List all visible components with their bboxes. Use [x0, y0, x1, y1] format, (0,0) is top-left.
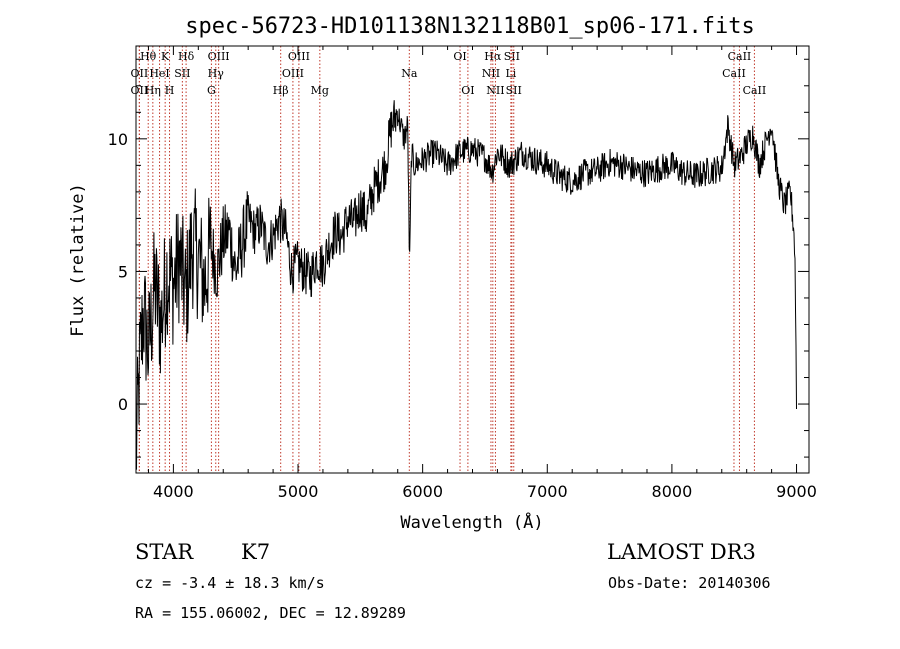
line-label-19: Hα	[484, 50, 502, 63]
redshift-cz: cz = -3.4 ± 18.3 km/s	[135, 574, 325, 592]
line-label-8: H	[165, 84, 175, 97]
y-tick-label-0: 0	[118, 395, 128, 414]
x-axis-label: Wavelength (Å)	[400, 511, 543, 533]
line-label-6: OII	[131, 84, 149, 97]
line-label-1: K	[161, 50, 170, 63]
line-label-0: Hθ	[140, 50, 157, 63]
line-label-26: CaII	[722, 67, 746, 80]
line-label-23: NII	[486, 84, 504, 97]
x-tick-label-4: 8000	[652, 482, 693, 501]
x-tick-label-2: 6000	[402, 482, 443, 501]
line-label-12: Hβ	[273, 84, 289, 97]
object-class: STAR	[135, 540, 194, 564]
observation-date: Obs-Date: 20140306	[608, 574, 771, 592]
line-label-9: OIII	[208, 50, 230, 63]
line-label-24: SII	[506, 84, 522, 97]
line-label-10: Hγ	[208, 67, 225, 80]
plot-frame	[135, 45, 810, 474]
line-label-17: OI	[453, 50, 466, 63]
flux-series	[135, 100, 797, 470]
sky-coordinates: RA = 155.06002, DEC = 12.89289	[135, 604, 406, 622]
chart-title: spec-56723-HD101138N132118B01_sp06-171.f…	[185, 14, 755, 39]
line-label-18: OI	[461, 84, 474, 97]
line-label-16: Na	[401, 67, 418, 80]
x-tick-label-1: 5000	[278, 482, 319, 501]
line-label-11: G	[207, 84, 216, 97]
line-label-13: OIII	[288, 50, 310, 63]
x-tick-label-0: 4000	[153, 482, 194, 501]
line-label-7: Hη	[145, 84, 161, 97]
line-label-2: Hδ	[178, 50, 195, 63]
object-subclass: K7	[241, 540, 271, 564]
line-label-5: SII	[174, 67, 190, 80]
axis-ticks: 4000 5000 6000 7000 8000 9000 0 5 10	[108, 46, 817, 501]
x-tick-label-5: 9000	[776, 482, 817, 501]
x-tick-label-3: 7000	[527, 482, 568, 501]
flux-line	[135, 100, 797, 470]
line-label-15: Mg	[311, 84, 329, 97]
y-axis-label: Flux (relative)	[68, 183, 88, 337]
line-label-20: SII	[504, 50, 520, 63]
line-label-25: CaII	[728, 50, 752, 63]
line-label-21: NII	[482, 67, 500, 80]
line-label-4: HeI	[149, 67, 169, 80]
line-label-14: OIII	[282, 67, 304, 80]
y-tick-label-1: 5	[118, 262, 128, 281]
survey-name: LAMOST DR3	[607, 540, 756, 564]
line-label-22: Li	[505, 67, 516, 80]
y-tick-label-2: 10	[108, 130, 128, 149]
line-label-27: CaII	[743, 84, 767, 97]
line-label-3: OII	[131, 67, 149, 80]
